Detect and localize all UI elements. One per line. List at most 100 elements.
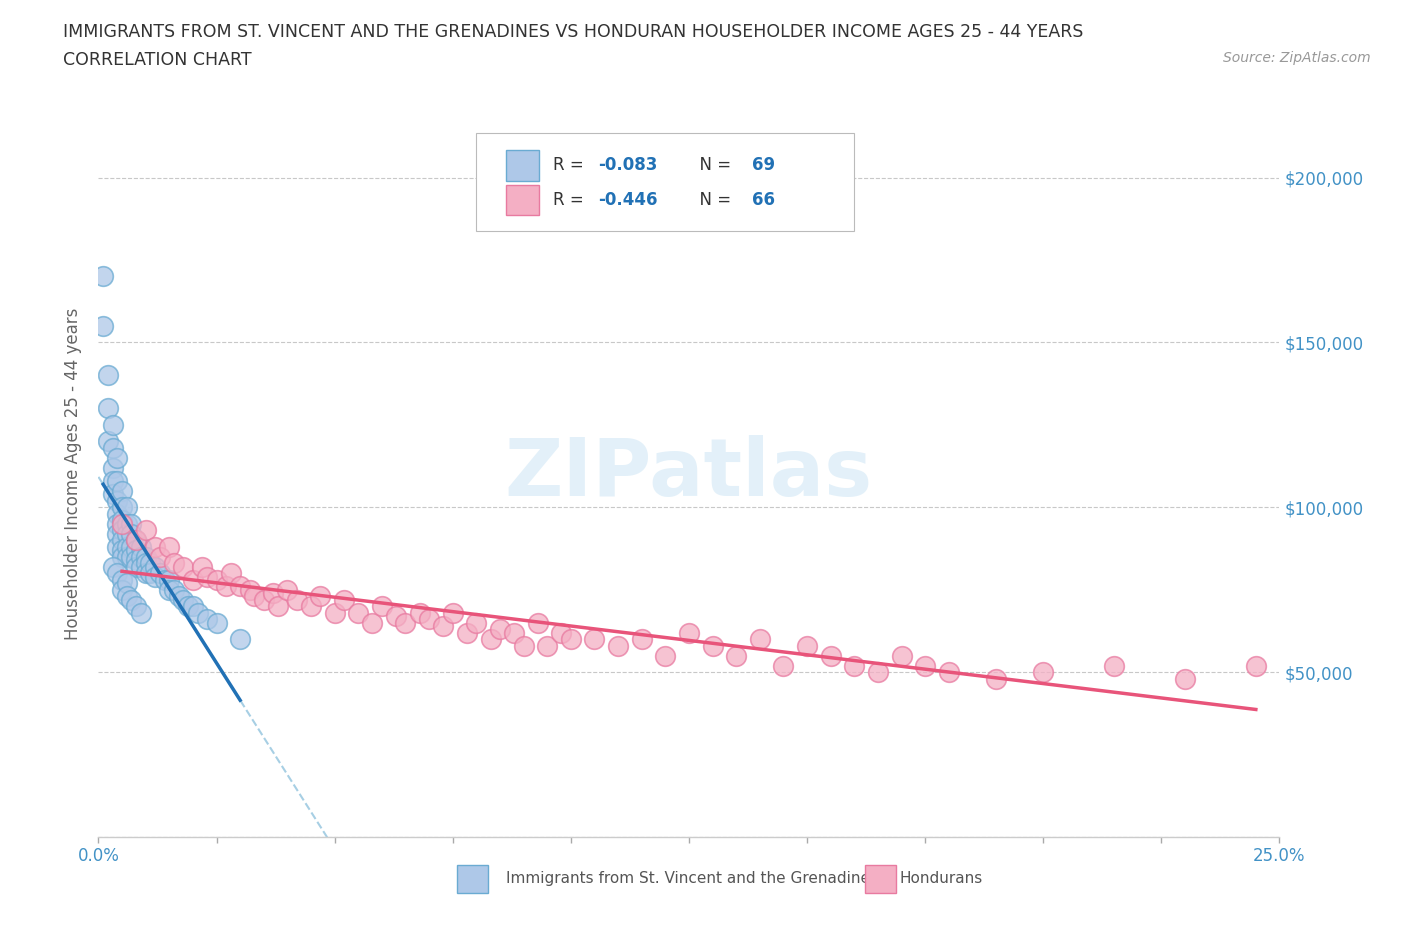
Point bbox=[191, 559, 214, 574]
Point bbox=[105, 526, 128, 541]
Text: 66: 66 bbox=[752, 191, 775, 209]
Text: CORRELATION CHART: CORRELATION CHART bbox=[63, 51, 252, 69]
Point bbox=[243, 589, 266, 604]
Point bbox=[115, 516, 138, 531]
Point bbox=[125, 543, 148, 558]
Point bbox=[115, 499, 138, 514]
Point bbox=[503, 625, 526, 640]
Point bbox=[91, 318, 114, 333]
Point bbox=[143, 559, 166, 574]
Point bbox=[105, 539, 128, 554]
Point bbox=[167, 589, 190, 604]
Point bbox=[121, 526, 143, 541]
FancyBboxPatch shape bbox=[865, 865, 896, 893]
Point bbox=[1244, 658, 1267, 673]
Point bbox=[105, 507, 128, 522]
Point bbox=[143, 569, 166, 584]
Point bbox=[121, 592, 143, 607]
Point bbox=[172, 592, 194, 607]
Point bbox=[725, 648, 748, 663]
Text: Source: ZipAtlas.com: Source: ZipAtlas.com bbox=[1223, 51, 1371, 65]
Point bbox=[115, 526, 138, 541]
Point bbox=[115, 550, 138, 565]
Point bbox=[149, 550, 172, 565]
Point bbox=[195, 612, 218, 627]
Point bbox=[115, 576, 138, 591]
Point bbox=[1032, 665, 1054, 680]
Point bbox=[866, 665, 889, 680]
Point bbox=[607, 638, 630, 653]
Point bbox=[157, 572, 180, 587]
Point bbox=[163, 582, 186, 597]
Point bbox=[139, 565, 162, 580]
Point bbox=[299, 599, 322, 614]
Point bbox=[149, 565, 172, 580]
Point bbox=[111, 582, 134, 597]
Point bbox=[441, 605, 464, 620]
Point bbox=[820, 648, 842, 663]
Text: N =: N = bbox=[689, 156, 737, 174]
Point bbox=[347, 605, 370, 620]
Point bbox=[526, 616, 548, 631]
Point bbox=[111, 543, 134, 558]
Point bbox=[479, 631, 502, 646]
Point bbox=[432, 618, 454, 633]
Point bbox=[181, 599, 204, 614]
Point bbox=[630, 631, 652, 646]
Point bbox=[163, 556, 186, 571]
Text: -0.446: -0.446 bbox=[598, 191, 658, 209]
Point bbox=[583, 631, 606, 646]
Point bbox=[205, 572, 228, 587]
FancyBboxPatch shape bbox=[457, 865, 488, 893]
Point bbox=[153, 572, 176, 587]
Text: R =: R = bbox=[553, 191, 589, 209]
Point bbox=[97, 434, 120, 449]
Point bbox=[111, 572, 134, 587]
Point bbox=[111, 550, 134, 565]
Point bbox=[111, 513, 134, 528]
Point bbox=[125, 552, 148, 567]
Point bbox=[489, 622, 512, 637]
Point bbox=[101, 441, 124, 456]
Point bbox=[157, 539, 180, 554]
Point bbox=[748, 631, 770, 646]
Point bbox=[91, 269, 114, 284]
Text: R =: R = bbox=[553, 156, 589, 174]
Point bbox=[177, 599, 200, 614]
Point bbox=[890, 648, 912, 663]
Point bbox=[536, 638, 558, 653]
Point bbox=[129, 539, 152, 554]
Point bbox=[195, 569, 218, 584]
Point bbox=[97, 401, 120, 416]
Point bbox=[550, 625, 572, 640]
Text: 69: 69 bbox=[752, 156, 775, 174]
Point bbox=[914, 658, 936, 673]
Point bbox=[172, 559, 194, 574]
Point bbox=[215, 579, 238, 594]
Text: ZIPatlas: ZIPatlas bbox=[505, 435, 873, 513]
Point bbox=[135, 565, 157, 580]
Point bbox=[125, 533, 148, 548]
Point bbox=[394, 616, 416, 631]
Point bbox=[121, 550, 143, 565]
Point bbox=[1174, 671, 1197, 686]
Point bbox=[323, 605, 346, 620]
Point bbox=[101, 460, 124, 475]
Point bbox=[371, 599, 394, 614]
Point bbox=[229, 631, 252, 646]
Point bbox=[105, 493, 128, 508]
Point bbox=[129, 559, 152, 574]
Point bbox=[125, 599, 148, 614]
Point bbox=[111, 533, 134, 548]
Point bbox=[121, 516, 143, 531]
Point bbox=[129, 605, 152, 620]
Point bbox=[361, 616, 384, 631]
Point bbox=[105, 450, 128, 465]
Point bbox=[157, 582, 180, 597]
Point bbox=[560, 631, 582, 646]
Point bbox=[276, 582, 298, 597]
Text: N =: N = bbox=[689, 191, 737, 209]
Point bbox=[121, 539, 143, 554]
Point bbox=[456, 625, 478, 640]
Point bbox=[135, 523, 157, 538]
